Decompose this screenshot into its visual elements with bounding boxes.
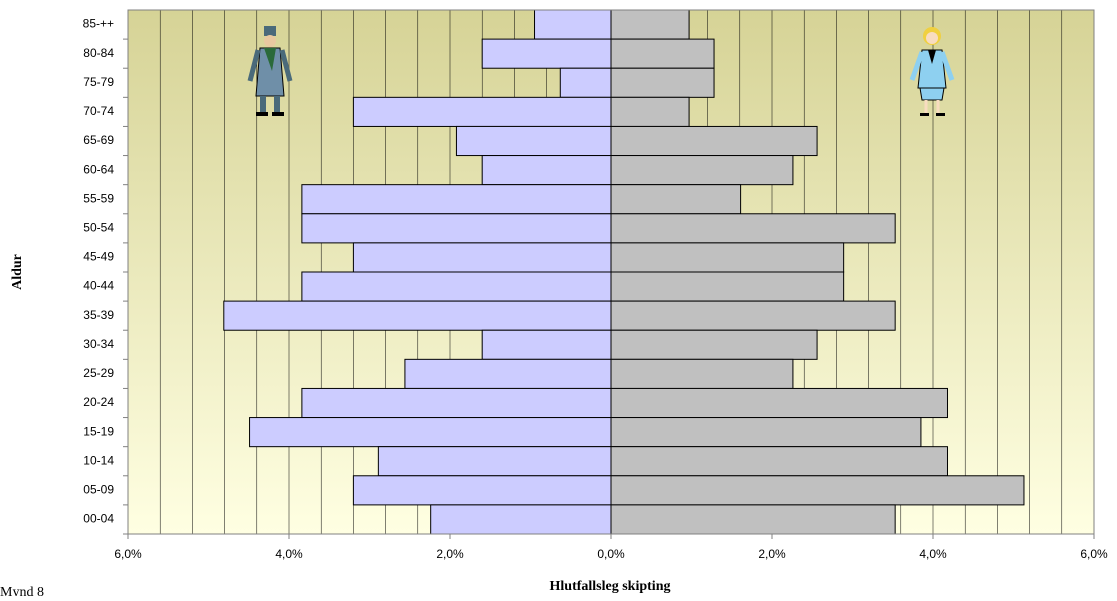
bar (611, 39, 714, 68)
bar (611, 156, 793, 185)
bar (611, 505, 895, 534)
y-tick-label: 75-79 (83, 75, 114, 89)
y-tick-label: 10-14 (83, 453, 114, 467)
bar (302, 185, 611, 214)
bar (250, 418, 611, 447)
bar (611, 418, 921, 447)
bar (431, 505, 611, 534)
bar (405, 359, 611, 388)
x-tick-label: 6,0% (114, 547, 142, 561)
bar (302, 214, 611, 243)
bar (611, 476, 1024, 505)
bar (611, 359, 793, 388)
bar (611, 214, 895, 243)
y-tick-label: 20-24 (83, 395, 114, 409)
bar (611, 447, 947, 476)
bar (456, 126, 611, 155)
y-tick-label: 40-44 (83, 279, 114, 293)
bar (353, 97, 611, 126)
bar (560, 68, 611, 97)
y-tick-label: 30-34 (83, 337, 114, 351)
y-tick-label: 80-84 (83, 46, 114, 60)
bar (224, 301, 611, 330)
bar (302, 388, 611, 417)
y-tick-label: 70-74 (83, 104, 114, 118)
x-tick-label: 4,0% (919, 547, 947, 561)
x-tick-label: 4,0% (275, 547, 303, 561)
x-axis-title: Hlutfallsleg skipting (550, 579, 671, 594)
x-tick-label: 2,0% (758, 547, 786, 561)
bar (611, 272, 844, 301)
y-axis-title: Aldur (10, 254, 25, 290)
y-tick-label: 60-64 (83, 162, 114, 176)
bar (611, 330, 817, 359)
y-tick-label: 55-59 (83, 191, 114, 205)
bar (611, 68, 714, 97)
bar (611, 243, 844, 272)
bar (482, 330, 611, 359)
page: Hlutfallsleg skipting Aldur Mynd 8 6,0% 4… (0, 0, 1117, 596)
bar (302, 272, 611, 301)
bar (378, 447, 611, 476)
caption: Mynd 8 (0, 585, 44, 596)
bar (482, 39, 611, 68)
y-tick-label: 50-54 (83, 221, 114, 235)
bar (611, 10, 689, 39)
bar (611, 388, 947, 417)
y-tick-label: 00-04 (83, 512, 114, 526)
x-tick-label: 2,0% (436, 547, 464, 561)
y-tick-label: 05-09 (83, 483, 114, 497)
bar (611, 301, 895, 330)
chart: Hlutfallsleg skipting Aldur Mynd 8 6,0% 4… (0, 0, 1117, 596)
x-tick-label: 6,0% (1080, 547, 1108, 561)
bar (611, 126, 817, 155)
y-tick-label: 65-69 (83, 133, 114, 147)
bar (535, 10, 611, 39)
bar (353, 476, 611, 505)
y-tick-label: 25-29 (83, 366, 114, 380)
y-tick-label: 45-49 (83, 250, 114, 264)
y-tick-label: 85-++ (83, 17, 114, 31)
bar (611, 185, 741, 214)
x-tick-label: 0,0% (597, 547, 625, 561)
y-tick-label: 35-39 (83, 308, 114, 322)
bar (611, 97, 689, 126)
bar (353, 243, 611, 272)
bar (482, 156, 611, 185)
y-tick-label: 15-19 (83, 424, 114, 438)
